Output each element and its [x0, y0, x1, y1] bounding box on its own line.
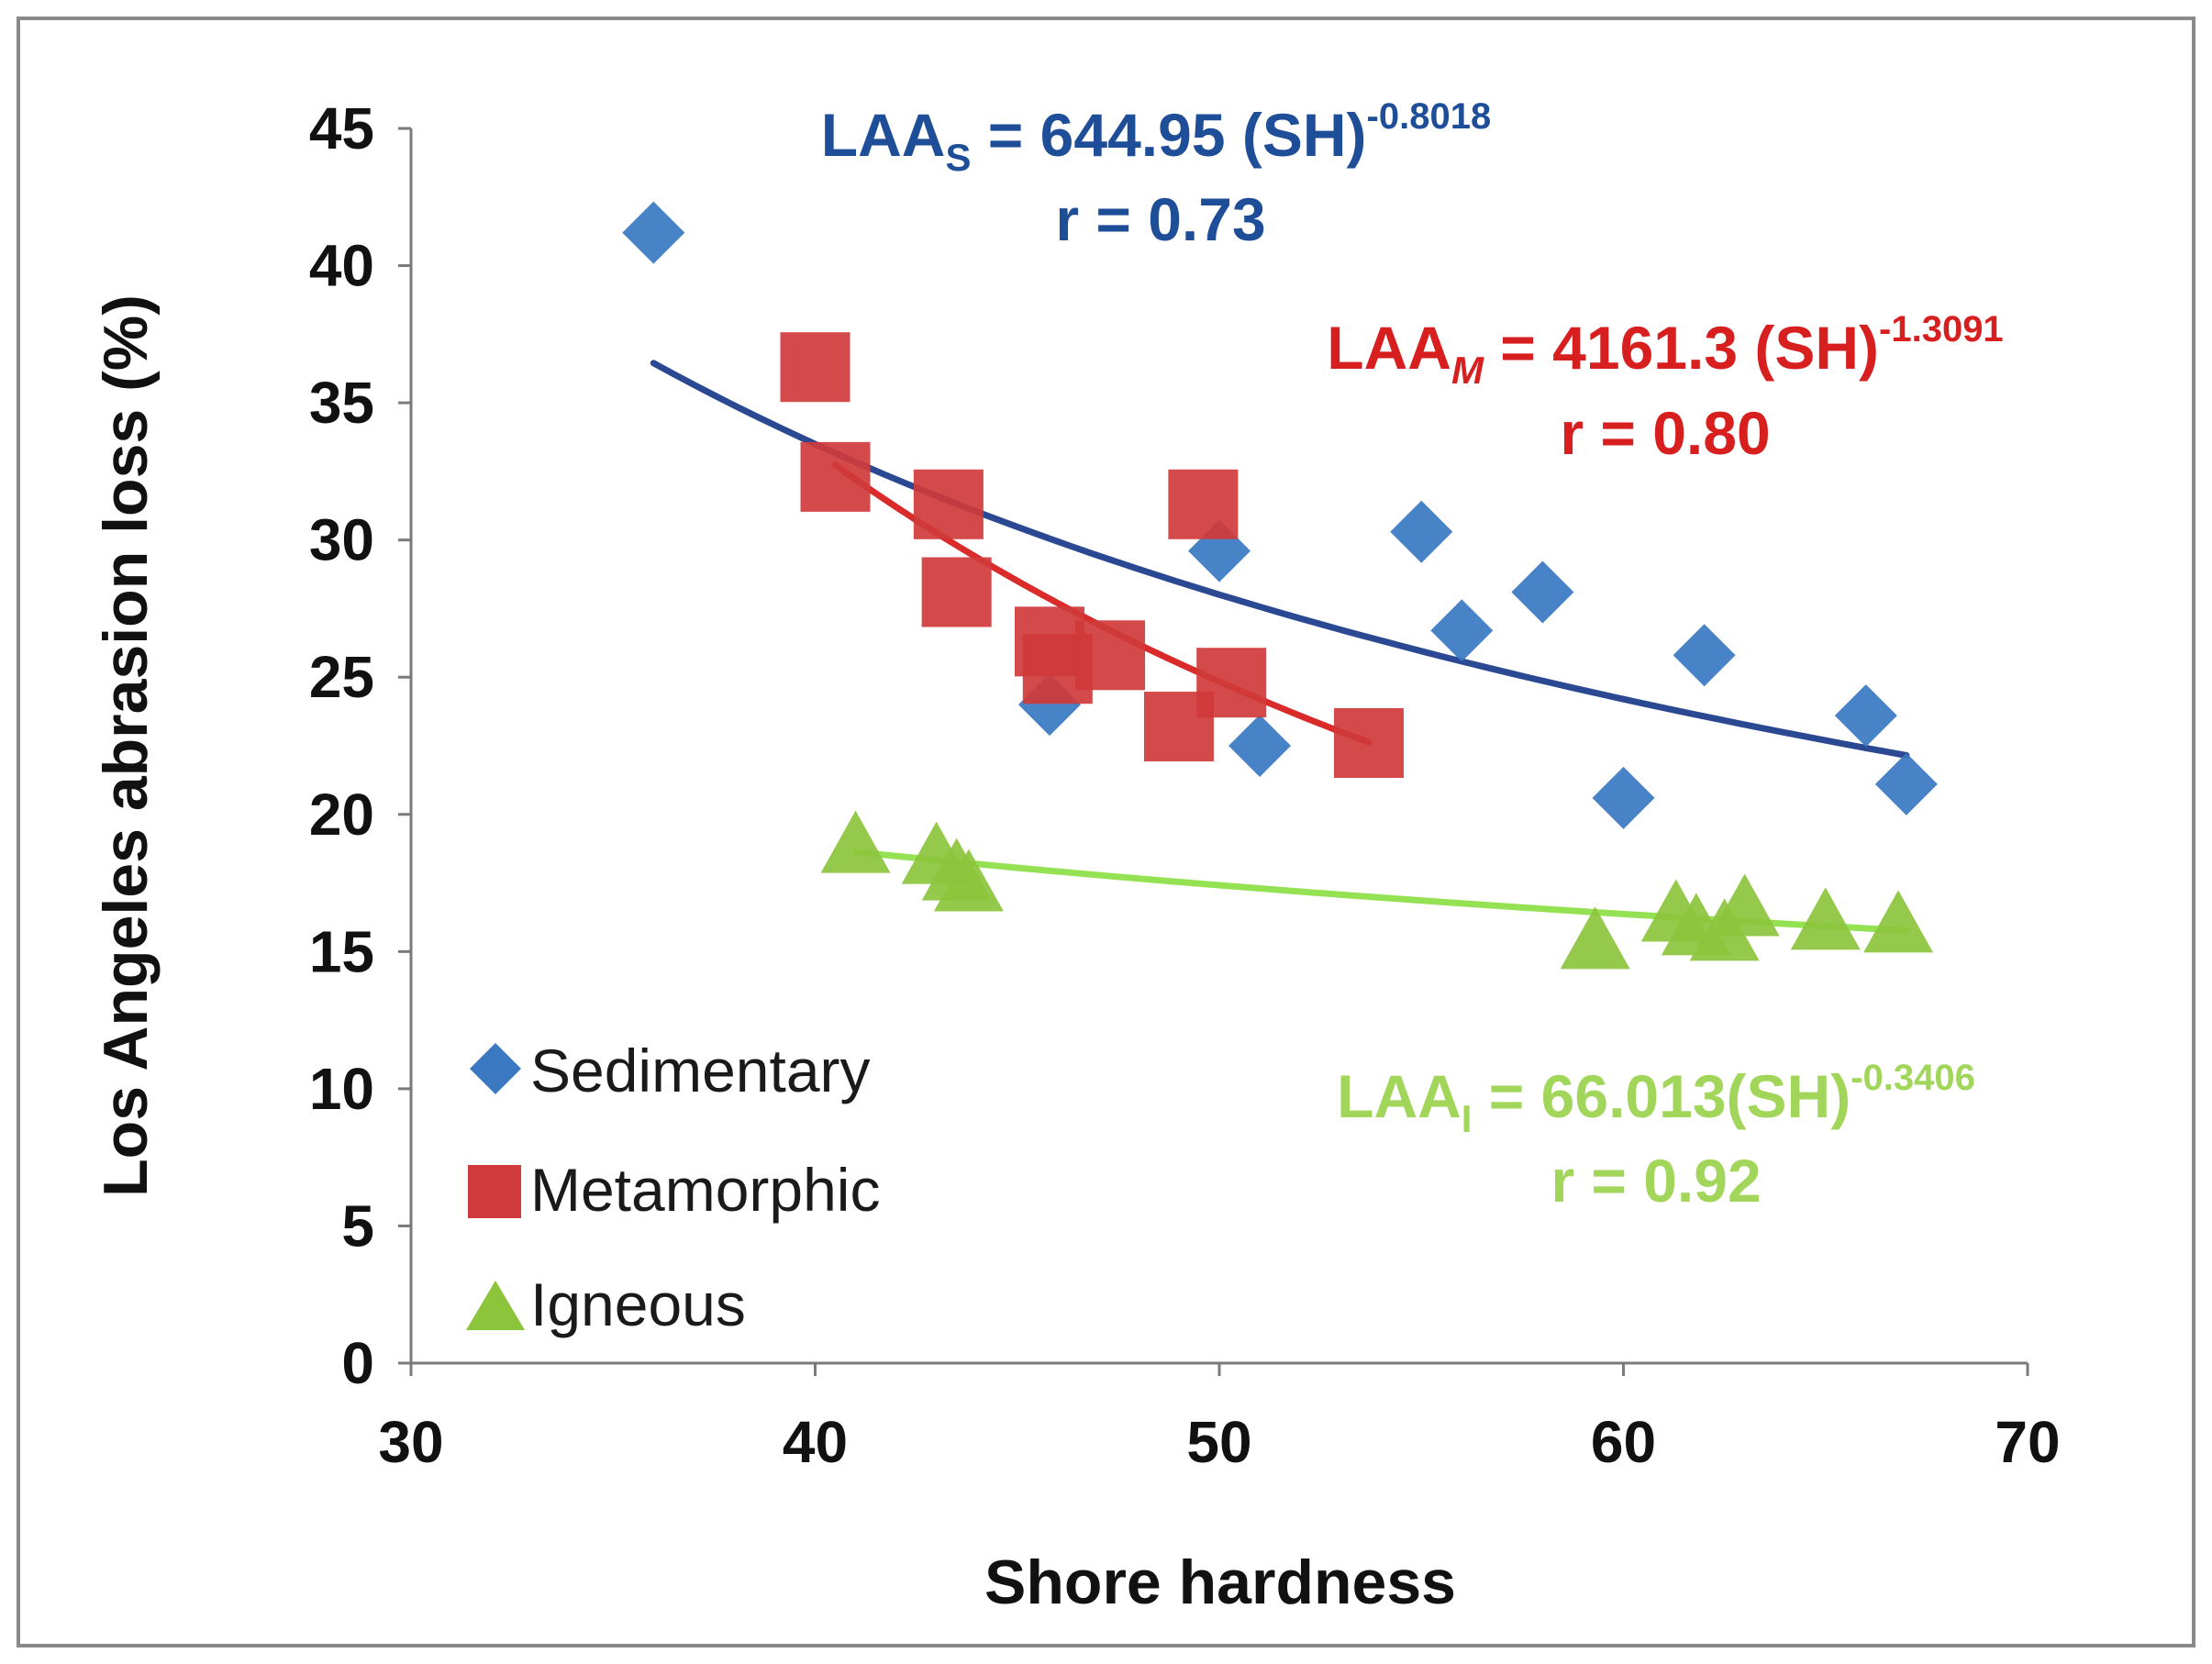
- equation-sedimentary-formula: LAAS = 644.95 (SH)-0.8018: [821, 96, 1491, 179]
- y-tick-label: 45: [309, 95, 374, 161]
- igneous-marker: [933, 849, 1004, 912]
- y-tick-label: 0: [341, 1330, 374, 1396]
- eq-i-rhs: = 66.013(SH): [1472, 1062, 1851, 1130]
- eq-s-lhs: LAA: [821, 101, 946, 169]
- metamorphic-marker: [921, 557, 992, 627]
- eq-m-exp: -1.3091: [1879, 309, 2004, 349]
- sedimentary-marker: [1592, 766, 1655, 829]
- sedimentary-marker: [622, 201, 685, 264]
- igneous-marker: [1560, 906, 1630, 970]
- legend: Sedimentary Metamorphic Igneous: [466, 1037, 880, 1338]
- equation-igneous: LAAI = 66.013(SH)-0.3406 r = 0.92: [1337, 1058, 1975, 1215]
- sedimentary-marker: [1390, 500, 1453, 563]
- equation-metamorphic-r: r = 0.80: [1560, 399, 1770, 467]
- eq-s-exp: -0.8018: [1367, 96, 1492, 137]
- x-tick-label: 30: [378, 1409, 443, 1475]
- equation-sedimentary-r: r = 0.73: [1055, 185, 1265, 253]
- equation-sedimentary: LAAS = 644.95 (SH)-0.8018 r = 0.73: [821, 96, 1491, 253]
- metamorphic-marker: [1333, 708, 1404, 779]
- y-tick-label: 30: [309, 507, 374, 573]
- x-tick-label: 70: [1995, 1409, 2060, 1475]
- y-tick-label: 5: [341, 1193, 374, 1259]
- x-axis-title: Shore hardness: [984, 1548, 1456, 1617]
- legend-metamorphic-square-icon: [468, 1165, 521, 1218]
- metamorphic-marker: [800, 441, 871, 512]
- equation-igneous-formula: LAAI = 66.013(SH)-0.3406: [1337, 1058, 1975, 1140]
- eq-i-lhs: LAA: [1337, 1062, 1462, 1130]
- chart-frame: [17, 17, 2195, 1647]
- eq-s-rhs: = 644.95 (SH): [971, 101, 1366, 169]
- metamorphic-marker: [780, 332, 850, 403]
- x-tick-label: 50: [1186, 1409, 1251, 1475]
- eq-i-sub: I: [1462, 1097, 1473, 1140]
- igneous-marker: [1790, 887, 1861, 950]
- legend-igneous-label: Igneous: [530, 1270, 746, 1338]
- x-tick-label: 60: [1591, 1409, 1656, 1475]
- legend-sedimentary-diamond-icon: [470, 1043, 521, 1094]
- sedimentary-marker: [1834, 684, 1897, 748]
- equation-igneous-r: r = 0.92: [1551, 1147, 1761, 1215]
- igneous-marker: [1709, 873, 1780, 937]
- igneous-marker: [1863, 890, 1934, 953]
- y-tick-label: 20: [309, 782, 374, 848]
- metamorphic-marker: [1196, 648, 1267, 718]
- eq-s-sub: S: [945, 136, 971, 179]
- legend-sedimentary-label: Sedimentary: [530, 1037, 871, 1104]
- legend-metamorphic-label: Metamorphic: [530, 1156, 880, 1224]
- y-axis-title: Los Angeles abrasion loss (%): [91, 294, 161, 1197]
- sedimentary-marker: [1228, 715, 1292, 777]
- legend-igneous-triangle-icon: [466, 1281, 525, 1330]
- x-tick-group: 30 40 50 60 70: [378, 1363, 2061, 1475]
- sedimentary-marker: [1430, 599, 1494, 662]
- sedimentary-marker: [1673, 624, 1736, 687]
- eq-m-rhs: = 4161.3 (SH): [1484, 314, 1879, 382]
- y-tick-label: 25: [309, 644, 374, 710]
- y-tick-label: 35: [309, 370, 374, 436]
- equation-metamorphic-formula: LAAM = 4161.3 (SH)-1.3091: [1327, 309, 2003, 392]
- y-tick-label: 40: [309, 233, 374, 299]
- equation-metamorphic: LAAM = 4161.3 (SH)-1.3091 r = 0.80: [1327, 309, 2003, 467]
- y-tick-group: 0 5 10 15 20 25 30 35 40 45: [309, 95, 411, 1396]
- sedimentary-marker: [1874, 752, 1938, 815]
- y-tick-label: 15: [309, 918, 374, 984]
- x-tick-label: 40: [783, 1409, 848, 1475]
- sedimentary-marker: [1511, 560, 1574, 624]
- igneous-marker: [820, 810, 891, 873]
- metamorphic-marker: [1075, 620, 1146, 691]
- eq-m-lhs: LAA: [1327, 314, 1451, 382]
- eq-m-sub: M: [1451, 349, 1484, 392]
- eq-i-exp: -0.3406: [1851, 1058, 1975, 1098]
- metamorphic-marker: [913, 469, 984, 539]
- metamorphic-marker: [1168, 469, 1239, 539]
- y-tick-label: 10: [309, 1056, 374, 1122]
- marker-group: [622, 201, 1938, 970]
